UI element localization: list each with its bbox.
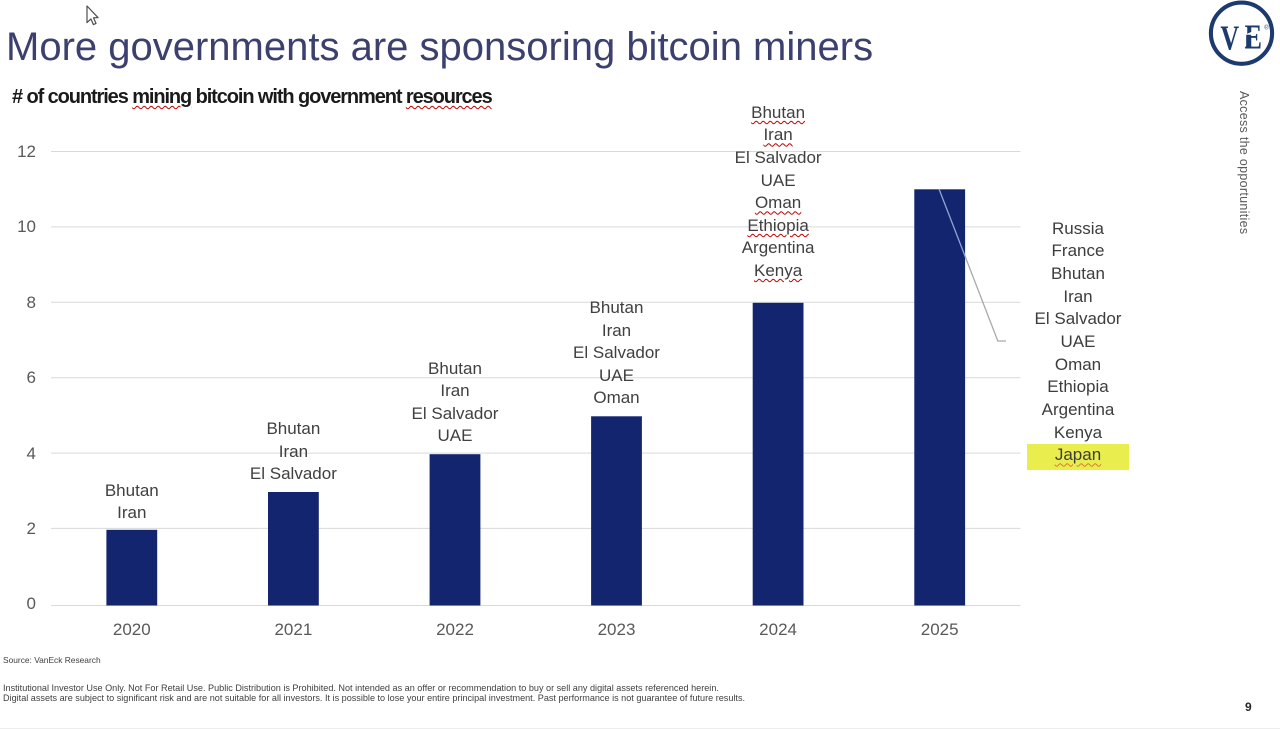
- svg-text:V: V: [1220, 19, 1239, 58]
- svg-text:®: ®: [1264, 25, 1269, 32]
